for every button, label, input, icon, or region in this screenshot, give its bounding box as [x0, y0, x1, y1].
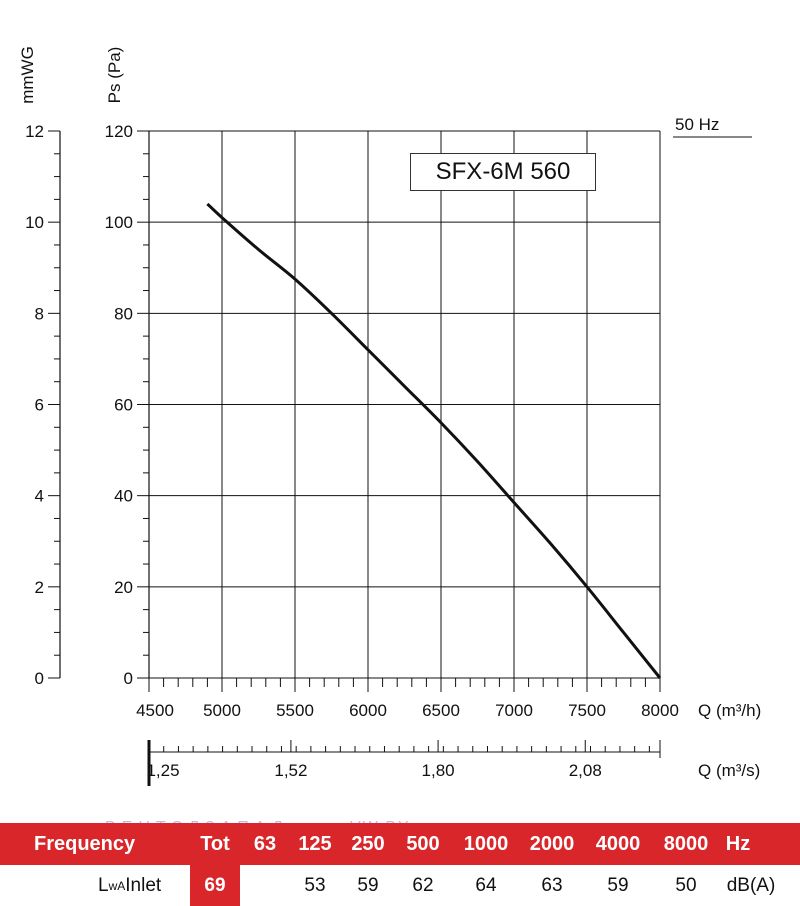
y-axis-title: Ps (Pa) — [105, 47, 124, 104]
model-label: SFX-6M 560 — [435, 158, 571, 185]
header-1000: 1000 — [463, 832, 509, 855]
sound-level-table: Frequency Tot 63 125 250 500 1000 2000 4… — [0, 823, 800, 906]
y2-tick-label: 10 — [25, 213, 44, 232]
y-tick-label: 20 — [114, 578, 133, 597]
header-tot: Tot — [200, 832, 230, 855]
x-tick-label: 7000 — [495, 701, 533, 720]
y-tick-label: 40 — [114, 487, 133, 506]
x2-tick-label: 1,25 — [146, 761, 179, 780]
header-8000: 8000 — [663, 832, 709, 855]
y2-tick-label: 4 — [35, 487, 44, 506]
x2-tick-label: 2,08 — [569, 761, 602, 780]
value-500: 62 — [412, 874, 434, 896]
value-2000: 63 — [541, 874, 563, 896]
header-250: 250 — [351, 832, 385, 855]
x-tick-label: 6500 — [422, 701, 460, 720]
x-tick-label: 7500 — [568, 701, 606, 720]
x2-tick-label: 1,52 — [274, 761, 307, 780]
x-tick-label: 5500 — [276, 701, 314, 720]
frequency-header-label: Frequency — [34, 832, 136, 855]
x-axis-title: Q (m³/h) — [698, 701, 761, 720]
lwa-rest: Inlet — [125, 874, 162, 896]
value-250: 59 — [357, 874, 379, 896]
y2-axis-title: mmWG — [18, 46, 37, 104]
header-500: 500 — [406, 832, 440, 855]
value-8000: 50 — [675, 874, 697, 896]
y-tick-label: 60 — [114, 396, 133, 415]
fan-curve-series-0 — [206, 202, 662, 679]
y-tick-label: 80 — [114, 304, 133, 323]
value-1000: 64 — [475, 874, 497, 896]
x-tick-label: 4500 — [136, 701, 174, 720]
y2-tick-label: 8 — [35, 304, 44, 323]
value-125: 53 — [304, 874, 326, 896]
header-hz: Hz — [725, 832, 751, 855]
table-header-row: Frequency Tot 63 125 250 500 1000 2000 4… — [0, 823, 800, 865]
value-4000: 59 — [607, 874, 629, 896]
lwa-main: L — [98, 874, 109, 896]
x-tick-label: 5000 — [203, 701, 241, 720]
y2-tick-label: 0 — [35, 669, 44, 688]
y2-tick-label: 2 — [35, 578, 44, 597]
value-tot: 69 — [190, 865, 240, 906]
x-tick-label: 6000 — [349, 701, 387, 720]
frequency-label: 50 Hz — [675, 115, 719, 134]
header-2000: 2000 — [529, 832, 575, 855]
header-4000: 4000 — [595, 832, 641, 855]
header-125: 125 — [298, 832, 332, 855]
y-tick-label: 120 — [105, 122, 133, 141]
x2-tick-label: 1,80 — [422, 761, 455, 780]
lwa-sub: wA — [108, 878, 126, 893]
value-63 — [248, 865, 282, 906]
y2-tick-label: 12 — [25, 122, 44, 141]
x2-axis-title: Q (m³/s) — [698, 761, 760, 780]
model-label-box: SFX-6M 560 — [410, 153, 596, 191]
header-63: 63 — [253, 832, 277, 855]
y2-tick-label: 6 — [35, 396, 44, 415]
y-tick-label: 100 — [105, 213, 133, 232]
y-tick-label: 0 — [124, 669, 133, 688]
fan-curve-chart: 0 20 40 60 80 100 120 0 2 4 6 8 10 12 Ps (Pa) mmWG 4500 5… — [18, 46, 761, 786]
x-tick-label: 8000 — [641, 701, 679, 720]
value-unit: dB(A) — [726, 874, 776, 896]
